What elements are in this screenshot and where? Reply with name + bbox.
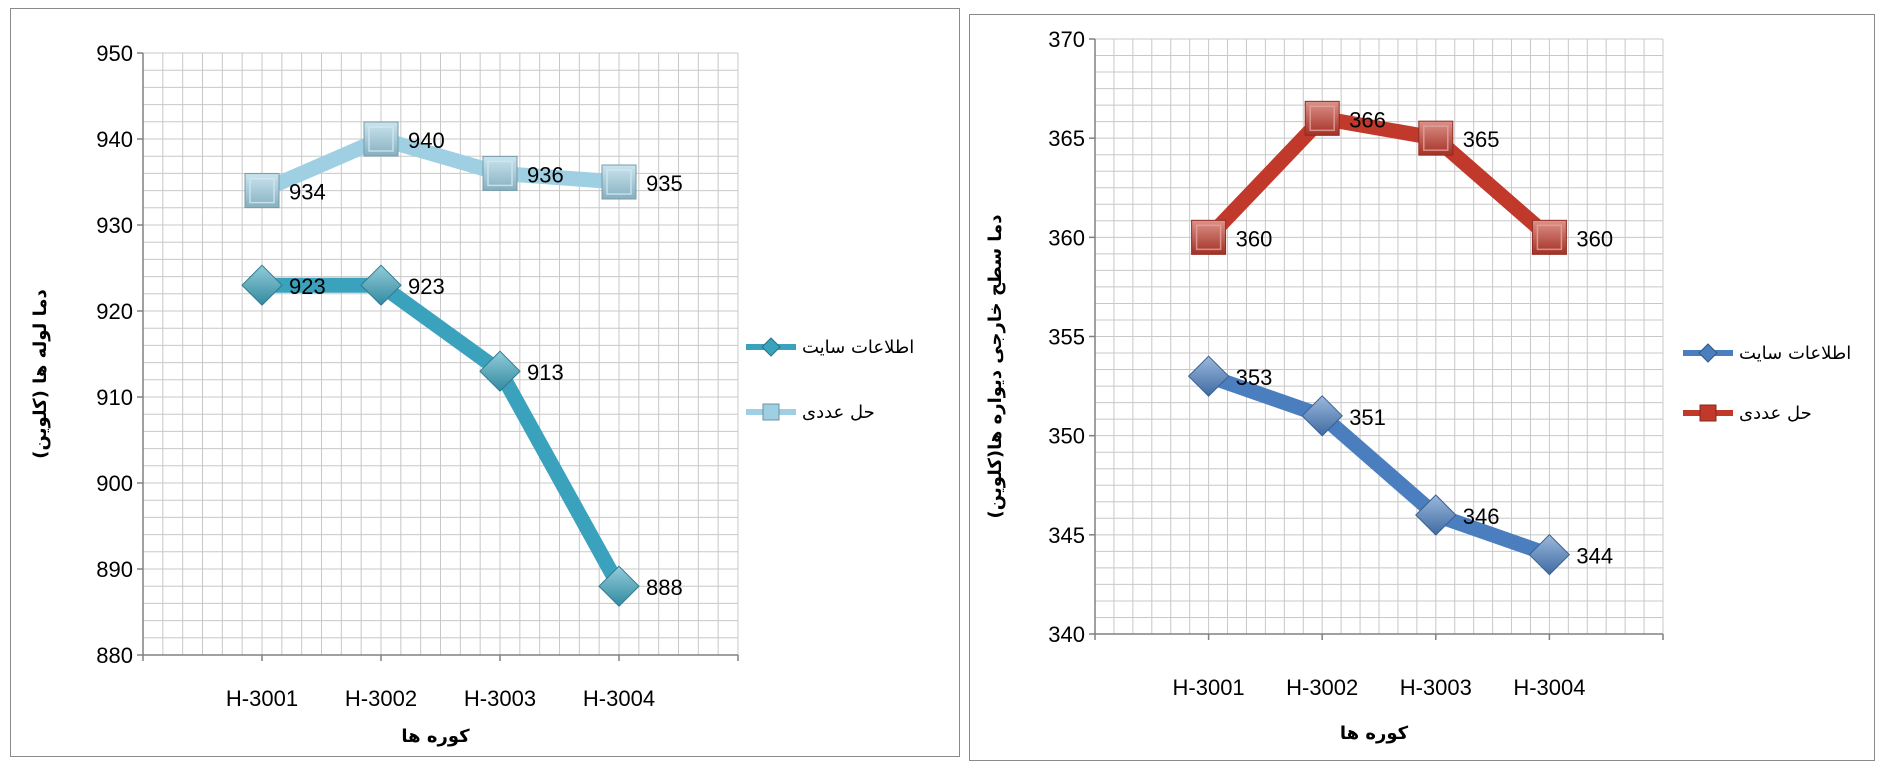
plot-grid <box>1094 38 1664 635</box>
legend-marker-square <box>762 403 780 421</box>
data-label: 888 <box>646 575 683 600</box>
series-line <box>1201 110 1557 245</box>
y-tick-label: 360 <box>1048 225 1085 250</box>
x-axis-title: کوره ها <box>401 726 470 747</box>
data-label: 923 <box>289 274 326 299</box>
legend-label: اطلاعات سایت <box>802 337 914 358</box>
data-label: 360 <box>1236 226 1273 251</box>
y-tick-label: 900 <box>96 471 133 496</box>
x-tick-label: H-3001 <box>226 686 298 711</box>
y-tick-label: 340 <box>1048 622 1085 647</box>
data-point-diamond <box>360 264 402 306</box>
legend-marker-diamond <box>1698 343 1718 363</box>
y-tick-label: 365 <box>1048 126 1085 151</box>
data-point-diamond <box>1528 533 1571 576</box>
legend-marker-square <box>1699 404 1717 422</box>
series-line <box>254 277 627 594</box>
data-point-diamond <box>598 565 640 607</box>
y-tick-label: 910 <box>96 385 133 410</box>
data-point-diamond <box>241 264 283 306</box>
x-tick-label: H-3001 <box>1173 675 1245 700</box>
data-point-square-bevel <box>368 126 394 152</box>
series-0: 923 923 913 888 <box>241 264 683 607</box>
data-point-square-bevel <box>1536 224 1563 251</box>
y-tick-label: 345 <box>1048 523 1085 548</box>
data-label: 353 <box>1236 365 1273 390</box>
y-tick-label: 950 <box>96 41 133 66</box>
y-tick-label: 890 <box>96 557 133 582</box>
y-tick-label: 370 <box>1048 27 1085 52</box>
x-tick-label: H-3004 <box>583 686 655 711</box>
data-point-diamond <box>479 350 521 392</box>
data-label: 934 <box>289 180 326 205</box>
data-label: 360 <box>1576 226 1613 251</box>
legend-label: حل عددی <box>1739 403 1812 424</box>
series-1: 360 366 365 360 <box>1191 100 1613 255</box>
data-point-diamond <box>1301 395 1343 437</box>
y-tick-label: 930 <box>96 213 133 238</box>
chart-right: 340 345 350 355 360 365 370 H-3001 H-3002 H-3003 H… <box>969 14 1875 761</box>
data-point-square-bevel <box>1309 105 1335 132</box>
x-tick-label: H-3002 <box>345 686 417 711</box>
chart-left: 880 890 900 910 920 930 940 950 H-3001 H-3002 H-30… <box>10 8 960 757</box>
y-axis-title: دما لوله ها (کلوین) <box>30 289 51 458</box>
data-label: 351 <box>1349 405 1386 430</box>
x-tick-label: H-3004 <box>1513 675 1585 700</box>
chart-right-svg: 340 345 350 355 360 365 370 H-3001 H-3002 H-3003 H… <box>985 27 1851 744</box>
legend-label: حل عددی <box>802 402 875 423</box>
data-label: 365 <box>1463 127 1500 152</box>
data-label: 935 <box>646 171 683 196</box>
legend-label: اطلاعات سایت <box>1739 343 1851 364</box>
y-tick-label: 880 <box>96 643 133 668</box>
x-tick-label: H-3002 <box>1286 675 1358 700</box>
data-point-square-bevel <box>487 160 513 187</box>
data-label: 940 <box>408 128 445 153</box>
series-0: 353 351 346 344 <box>1187 355 1613 576</box>
data-point-square-bevel <box>606 169 632 195</box>
data-label: 366 <box>1349 107 1386 132</box>
x-tick-label: H-3003 <box>464 686 536 711</box>
data-point-square-bevel <box>1423 125 1449 151</box>
data-point-square-bevel <box>249 177 275 204</box>
data-point-diamond <box>1415 494 1457 536</box>
data-label: 344 <box>1576 544 1613 569</box>
chart-left-svg: 880 890 900 910 920 930 940 950 H-3001 H-3002 H-30… <box>30 41 914 747</box>
data-label: 913 <box>527 360 564 385</box>
data-label: 923 <box>408 274 445 299</box>
y-tick-label: 350 <box>1048 424 1085 449</box>
data-point-square-bevel <box>1195 224 1222 251</box>
y-tick-label: 940 <box>96 127 133 152</box>
series-line <box>1201 368 1557 563</box>
y-axis-title: دما سطح خارجی دیواره ها(کلوین) <box>985 215 1006 519</box>
x-axis-title: کوره ها <box>1340 723 1409 744</box>
data-point-diamond <box>1187 355 1230 397</box>
y-tick-label: 355 <box>1048 325 1085 350</box>
legend-marker-diamond <box>761 337 781 357</box>
y-tick-label: 920 <box>96 299 133 324</box>
data-label: 346 <box>1463 504 1500 529</box>
series-line <box>254 131 627 199</box>
x-tick-label: H-3003 <box>1400 675 1472 700</box>
data-label: 936 <box>527 162 564 187</box>
series-1: 934 940 936 935 <box>244 121 683 209</box>
